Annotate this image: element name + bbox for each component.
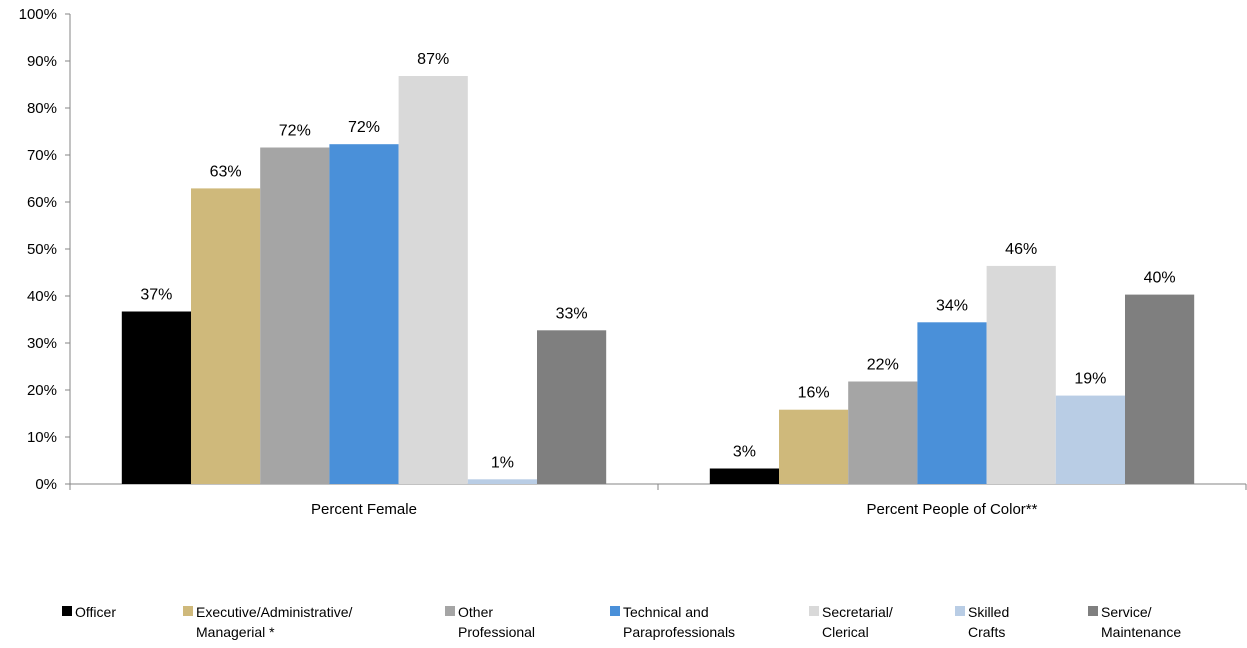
legend-swatch	[1088, 606, 1098, 616]
x-category-label: Percent People of Color**	[867, 501, 1038, 518]
x-category-label: Percent Female	[311, 501, 417, 518]
legend-label-line: Paraprofessionals	[623, 624, 736, 640]
legend-label-line: Managerial *	[196, 624, 275, 640]
x-axis: Percent Female Percent People of Color**	[69, 483, 1247, 518]
bars	[121, 76, 1195, 484]
legend-item: Secretarial/Clerical	[809, 602, 893, 642]
bar	[260, 147, 330, 484]
y-tick-label: 90%	[27, 53, 57, 70]
y-tick-label: 100%	[19, 6, 57, 23]
legend-swatch	[955, 606, 965, 616]
legend-item: Technical and Paraprofessionals	[610, 602, 735, 642]
bar	[1055, 395, 1125, 484]
data-label: 63%	[210, 163, 242, 180]
legend-swatch	[445, 606, 455, 616]
y-tick-label: 80%	[27, 100, 57, 117]
legend-label-line: Maintenance	[1101, 624, 1182, 640]
legend-label-line: Service/	[1101, 604, 1152, 620]
legend-item: Other Professional	[445, 602, 535, 642]
data-label: 87%	[417, 51, 449, 68]
data-label: 19%	[1074, 371, 1106, 388]
bar	[917, 322, 987, 484]
legend-label: Executive/Administrative/Managerial *	[196, 602, 352, 642]
legend-item: Executive/Administrative/Managerial *	[183, 602, 352, 642]
data-label: 72%	[279, 123, 311, 140]
bar	[191, 188, 261, 484]
legend-swatch	[62, 606, 72, 616]
data-label: 1%	[491, 454, 514, 471]
legend-label: Service/Maintenance	[1101, 602, 1181, 642]
bar	[121, 311, 191, 484]
bar	[709, 468, 779, 484]
legend-label-line: Officer	[75, 604, 116, 620]
legend-swatch	[610, 606, 620, 616]
legend-label-line: Technical and	[623, 604, 709, 620]
legend-label-line: Professional	[458, 624, 536, 640]
y-tick-label: 40%	[27, 288, 57, 305]
y-axis: 0% 10% 20% 30% 40% 50% 60% 70% 80% 90% 100%	[19, 6, 71, 493]
legend-label: Skilled Crafts	[968, 602, 1009, 642]
legend-label-line: Secretarial/	[822, 604, 893, 620]
legend-item: Skilled Crafts	[955, 602, 1009, 642]
legend-label: Technical and Paraprofessionals	[623, 602, 735, 642]
y-tick-label: 20%	[27, 382, 57, 399]
bar	[779, 409, 849, 484]
legend-label-line: Executive/Administrative/	[196, 604, 353, 620]
legend-item: Service/Maintenance	[1088, 602, 1181, 642]
chart-svg: 0% 10% 20% 30% 40% 50% 60% 70% 80% 90% 100% Percen…	[19, 6, 1247, 518]
data-label: 3%	[733, 444, 756, 461]
y-tick-label: 60%	[27, 194, 57, 211]
data-label: 72%	[348, 119, 380, 136]
data-label: 37%	[140, 287, 172, 304]
data-label: 33%	[556, 305, 588, 322]
legend-swatch	[183, 606, 193, 616]
legend-item: Officer	[62, 602, 116, 622]
data-label: 46%	[1005, 241, 1037, 258]
y-tick-label: 10%	[27, 429, 57, 446]
legend-label-line: Skilled	[968, 604, 1010, 620]
bar	[986, 265, 1056, 484]
legend-label-line: Clerical	[822, 624, 869, 640]
bar	[848, 381, 918, 484]
legend-label-line: Crafts	[968, 624, 1006, 640]
bar	[467, 479, 537, 484]
bar	[1125, 294, 1195, 484]
y-tick-label: 30%	[27, 335, 57, 352]
data-label: 40%	[1144, 270, 1176, 287]
y-tick-label: 70%	[27, 147, 57, 164]
bar	[398, 76, 468, 484]
data-label: 34%	[936, 297, 968, 314]
legend: Officer Executive/Administrative/Manageri…	[0, 602, 1247, 648]
data-labels: 37% 3% 63% 16% 72% 22% 72% 34% 87% 46% 1% 19% 33% 40%	[140, 51, 1175, 471]
data-label: 16%	[798, 385, 830, 402]
bar	[329, 144, 399, 484]
legend-label-line: Other	[458, 604, 494, 620]
legend-swatch	[809, 606, 819, 616]
legend-label: Secretarial/Clerical	[822, 602, 893, 642]
bar	[537, 330, 607, 484]
y-tick-label: 50%	[27, 241, 57, 258]
legend-label: Other Professional	[458, 602, 535, 642]
legend-label: Officer	[75, 602, 116, 622]
data-label: 22%	[867, 357, 899, 374]
y-tick-label: 0%	[35, 476, 57, 493]
